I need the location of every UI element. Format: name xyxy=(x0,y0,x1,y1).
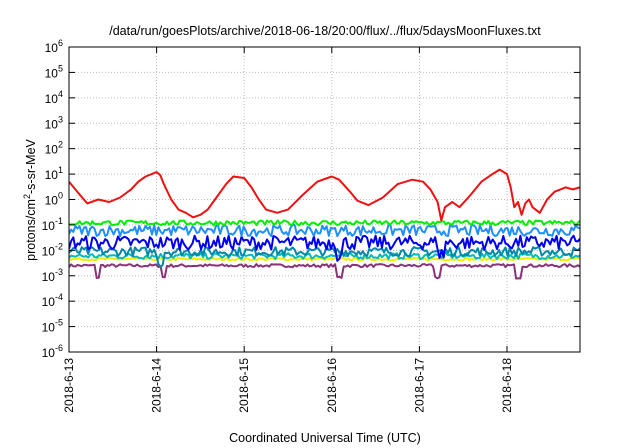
x-tick-label: 2018-6-15 xyxy=(237,358,251,413)
x-tick-label: 2018-6-18 xyxy=(500,358,514,413)
x-axis: 2018-6-13 2018-6-14 2018-6-15 2018-6-16 2018… xyxy=(62,47,514,413)
series-layer xyxy=(69,168,580,280)
series-line xyxy=(69,224,580,238)
y-tick-label: 103 xyxy=(45,114,63,131)
series-line xyxy=(69,168,580,222)
y-tick-label: 10-6 xyxy=(42,343,63,360)
y-tick-label: 101 xyxy=(45,165,63,182)
y-tick-label: 10-2 xyxy=(42,241,63,258)
series-line xyxy=(69,256,580,262)
chart-title: /data/run/goesPlots/archive/2018-06-18/2… xyxy=(109,24,541,38)
x-tick-label: 2018-6-14 xyxy=(150,358,164,413)
y-tick-label: 104 xyxy=(45,89,63,106)
y-tick-label: 106 xyxy=(45,38,63,55)
y-axis: 10-6 10-5 10-4 10-3 10-2 10-1 100 101 102 103 104 1… xyxy=(42,38,580,360)
grid-lines xyxy=(68,47,580,352)
x-tick-label: 2018-6-13 xyxy=(62,358,76,413)
y-axis-label: protons/cm2-s-sr-MeV xyxy=(22,138,38,260)
y-tick-label: 10-3 xyxy=(42,267,63,284)
y-tick-label: 100 xyxy=(45,191,63,208)
series-line xyxy=(69,263,580,280)
x-tick-label: 2018-6-17 xyxy=(412,358,426,413)
y-tick-label: 105 xyxy=(45,63,63,80)
y-tick-label: 102 xyxy=(45,140,63,157)
y-tick-label: 10-5 xyxy=(42,318,63,335)
series-line xyxy=(69,246,580,268)
y-tick-label: 10-4 xyxy=(42,292,63,309)
x-tick-label: 2018-6-16 xyxy=(325,358,339,413)
x-axis-label: Coordinated Universal Time (UTC) xyxy=(229,431,421,445)
series-line xyxy=(69,219,580,227)
series-line xyxy=(69,234,580,262)
y-tick-label: 10-1 xyxy=(42,216,63,233)
